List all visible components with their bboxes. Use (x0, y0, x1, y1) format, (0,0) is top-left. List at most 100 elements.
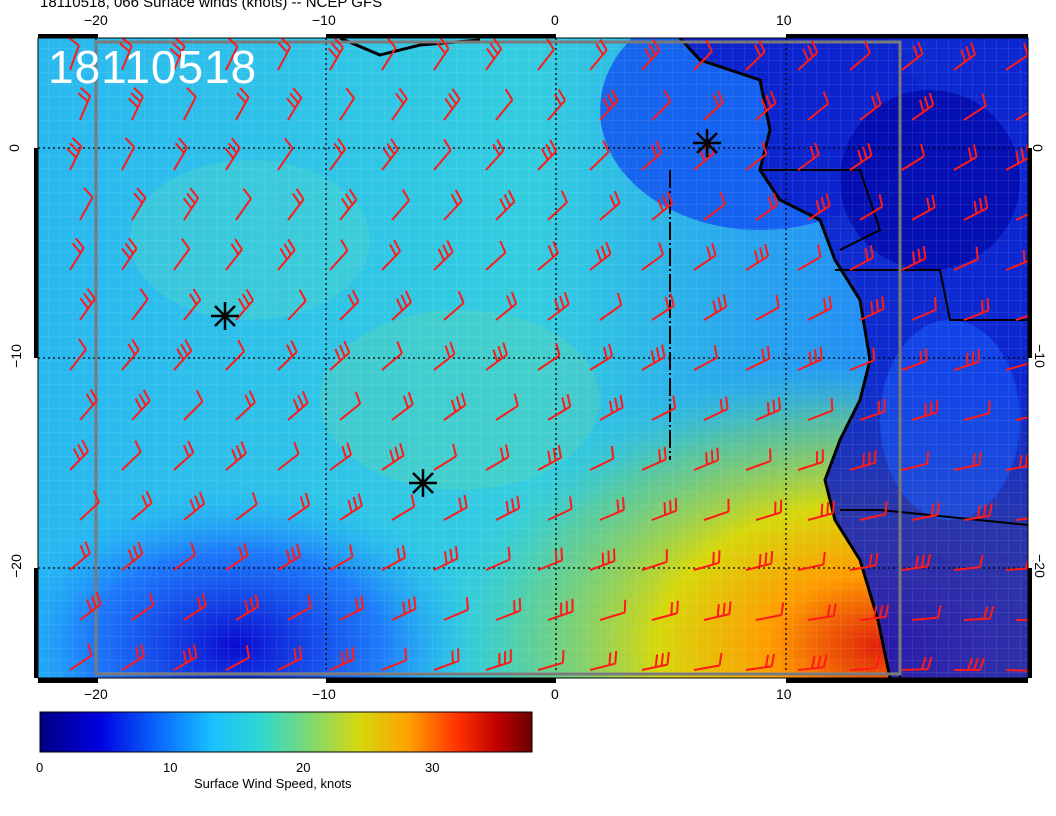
wind-barb (173, 339, 193, 371)
wind-barb (121, 440, 142, 471)
map-title: 18110518, 066 Surface winds (knots) -- N… (40, 0, 383, 11)
wind-barb (703, 192, 726, 221)
wind-barb (173, 644, 198, 671)
wind-barb (339, 493, 363, 521)
wind-barb (121, 338, 140, 371)
wind-barb (599, 190, 621, 221)
wind-barb (745, 653, 776, 671)
wind-barb (225, 38, 239, 71)
wind-barb (1005, 43, 1028, 71)
wind-barb (391, 87, 408, 121)
wind-barb (131, 490, 153, 521)
wind-barb (277, 238, 296, 271)
wind-barb (381, 545, 406, 571)
wind-barb (128, 87, 144, 121)
wind-barb (131, 592, 155, 621)
wind-barb (641, 446, 667, 471)
wind-barb (121, 137, 136, 171)
wind-barb (433, 545, 459, 571)
wind-barb (911, 92, 935, 121)
wind-barb (537, 38, 555, 71)
wind-barb (963, 298, 990, 321)
wind-barb (911, 605, 942, 621)
wind-barb (495, 598, 522, 621)
wind-barb (797, 244, 822, 271)
wind-barb (859, 501, 888, 521)
wind-barb (287, 390, 309, 421)
wind-barb (537, 241, 559, 271)
wind-barb (79, 388, 98, 421)
wind-barb (69, 439, 89, 471)
wind-barb (443, 290, 465, 321)
wind-barb (703, 498, 730, 521)
wind-barb (589, 38, 608, 71)
wind-barb (381, 138, 399, 171)
lat-tick-right: −10 (1031, 344, 1048, 368)
wind-barb (807, 193, 831, 221)
wind-barb (443, 392, 467, 421)
wind-barb (339, 391, 362, 421)
wind-barb (703, 601, 732, 621)
wind-barb (433, 138, 452, 171)
wind-barb (963, 606, 995, 621)
lon-tick-top: 0 (551, 12, 559, 28)
wind-barb (589, 445, 615, 471)
wind-barb (339, 289, 360, 321)
wind-barb (755, 397, 781, 421)
wind-barb (69, 643, 93, 671)
wind-barb (953, 246, 979, 271)
lon-tick-bottom: 0 (551, 686, 559, 702)
wind-barb (381, 443, 405, 471)
wind-barb (391, 188, 410, 221)
lon-tick-bottom: −20 (84, 686, 108, 702)
wind-barb (121, 237, 138, 271)
wind-barb (807, 295, 833, 321)
wind-barb (339, 188, 358, 221)
wind-barb (173, 238, 191, 271)
wind-barb (68, 38, 80, 71)
wind-barb (641, 651, 670, 671)
wind-barb (703, 90, 724, 121)
wind-barb (537, 547, 564, 571)
wind-barb (693, 550, 721, 571)
lat-tick-left: −20 (7, 554, 24, 578)
wind-barb (433, 38, 450, 71)
wind-barb (901, 553, 932, 571)
wind-barb (641, 242, 664, 271)
wind-barb (277, 645, 303, 671)
wind-barb (485, 444, 510, 471)
wind-barb (339, 595, 365, 621)
storm-center-icon (693, 129, 721, 157)
wind-barb (277, 137, 294, 171)
wind-barb (381, 341, 403, 371)
wind-barb (277, 441, 300, 471)
wind-barb (131, 389, 151, 421)
wind-barb (1015, 401, 1028, 421)
wind-barb (225, 238, 243, 271)
wind-barb (651, 600, 679, 621)
wind-barb (173, 137, 188, 171)
wind-barb (693, 652, 723, 671)
wind-barb (651, 89, 672, 121)
wind-barb (235, 87, 250, 121)
wind-barb (849, 552, 879, 571)
wind-barb (391, 596, 417, 621)
wind-barb (1005, 247, 1028, 271)
wind-barb (235, 288, 254, 321)
wind-barb (277, 340, 298, 371)
lat-tick-right: −20 (1031, 554, 1048, 578)
wind-barb (287, 289, 307, 321)
wind-barb (599, 292, 623, 321)
wind-barb (183, 593, 207, 621)
wind-barb (495, 393, 519, 421)
wind-barb (703, 294, 728, 321)
wind-barb (859, 92, 882, 121)
storm-center-icon (211, 302, 239, 330)
wind-barb (329, 138, 347, 171)
wind-barb (911, 297, 937, 321)
wind-barb (911, 194, 936, 221)
wind-barb (443, 597, 469, 621)
wind-barb (69, 237, 85, 271)
wind-barb (443, 88, 461, 121)
wind-barb (339, 87, 355, 121)
